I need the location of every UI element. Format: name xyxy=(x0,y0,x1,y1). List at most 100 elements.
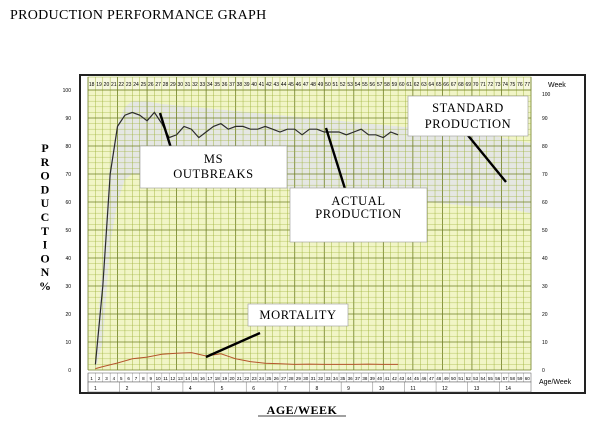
bottom-week-number: 24 xyxy=(259,376,265,381)
top-week-label: 62 xyxy=(414,82,420,88)
x-bottom-tick-label: 6 xyxy=(252,386,255,392)
top-week-label: 65 xyxy=(436,82,442,88)
bottom-week-number: 29 xyxy=(296,376,302,381)
actual-production-box xyxy=(289,187,428,243)
right-axis-bottom-label: Age/Week xyxy=(539,379,572,386)
top-week-label: 73 xyxy=(495,82,501,88)
y-tick-left: 30 xyxy=(65,284,71,290)
top-week-label: 29 xyxy=(170,82,176,88)
y-tick-right: 100 xyxy=(542,92,551,98)
bottom-week-number: 28 xyxy=(289,376,295,381)
top-week-label: 52 xyxy=(340,82,346,88)
top-week-label: 40 xyxy=(251,82,257,88)
top-week-label: 27 xyxy=(155,82,161,88)
bottom-week-number: 16 xyxy=(200,376,206,381)
bottom-week-number: 11 xyxy=(163,376,168,381)
y-axis-label-letter: R xyxy=(41,155,50,169)
y-tick-left: 60 xyxy=(65,200,71,206)
bottom-week-number: 58 xyxy=(510,376,516,381)
bottom-week-number: 40 xyxy=(377,376,383,381)
top-week-label: 58 xyxy=(384,82,390,88)
x-bottom-tick-label: 12 xyxy=(442,386,448,392)
bottom-week-number: 4 xyxy=(113,376,116,381)
bottom-week-number: 53 xyxy=(473,376,479,381)
top-week-label: 33 xyxy=(200,82,206,88)
bottom-week-number: 45 xyxy=(414,376,420,381)
bottom-week-number: 22 xyxy=(244,376,250,381)
bottom-week-number: 34 xyxy=(333,376,339,381)
actual-production-text: ACTUAL xyxy=(331,194,385,208)
top-week-label: 54 xyxy=(355,82,361,88)
bottom-week-number: 3 xyxy=(105,376,108,381)
mortality-box xyxy=(247,303,349,327)
ms-outbreaks-text: MS xyxy=(204,152,223,166)
bottom-week-number: 23 xyxy=(252,376,258,381)
standard-production-text: STANDARD xyxy=(432,101,504,115)
bottom-week-number: 44 xyxy=(407,376,413,381)
y-axis-label-letter: U xyxy=(41,196,50,210)
top-week-label: 48 xyxy=(310,82,316,88)
bottom-week-number: 15 xyxy=(193,376,199,381)
top-week-label: 41 xyxy=(259,82,265,88)
bottom-week-number: 47 xyxy=(429,376,435,381)
bottom-week-number: 1 xyxy=(90,376,93,381)
top-week-label: 59 xyxy=(392,82,398,88)
bottom-week-number: 26 xyxy=(274,376,280,381)
top-week-label: 21 xyxy=(111,82,117,88)
top-week-label: 53 xyxy=(347,82,353,88)
bottom-week-number: 21 xyxy=(237,376,243,381)
top-week-label: 77 xyxy=(525,82,531,88)
bottom-week-number: 33 xyxy=(325,376,331,381)
x-bottom-tick-label: 9 xyxy=(347,386,350,392)
top-week-label: 24 xyxy=(133,82,139,88)
top-week-label: 37 xyxy=(229,82,235,88)
bottom-week-number: 31 xyxy=(311,376,317,381)
mortality-line xyxy=(95,352,399,370)
y-tick-right: 40 xyxy=(542,256,548,262)
bottom-week-number: 46 xyxy=(421,376,427,381)
bottom-week-number: 14 xyxy=(185,376,191,381)
y-tick-right: 80 xyxy=(542,144,548,150)
bottom-week-number: 25 xyxy=(266,376,272,381)
x-bottom-tick-label: 1 xyxy=(94,386,97,392)
bottom-week-number: 52 xyxy=(466,376,472,381)
bottom-week-number: 2 xyxy=(98,376,101,381)
y-tick-right: 30 xyxy=(542,284,548,290)
x-bottom-tick-label: 2 xyxy=(126,386,129,392)
y-tick-left: 90 xyxy=(65,116,71,122)
top-week-label: 25 xyxy=(141,82,147,88)
x-bottom-tick-label: 13 xyxy=(474,386,480,392)
bottom-week-number: 12 xyxy=(170,376,176,381)
bottom-week-number: 59 xyxy=(517,376,523,381)
y-axis-label-letter: T xyxy=(41,224,49,238)
x-bottom-tick-label: 7 xyxy=(284,386,287,392)
top-week-label: 74 xyxy=(502,82,508,88)
bottom-week-number: 50 xyxy=(451,376,457,381)
top-week-label: 72 xyxy=(488,82,494,88)
top-week-label: 69 xyxy=(465,82,471,88)
bottom-week-number: 55 xyxy=(488,376,494,381)
page-title: PRODUCTION PERFORMANCE GRAPH xyxy=(10,8,267,23)
top-week-label: 18 xyxy=(89,82,95,88)
bottom-week-number: 37 xyxy=(355,376,361,381)
ms-outbreaks-text: OUTBREAKS xyxy=(173,167,253,181)
bottom-week-number: 17 xyxy=(207,376,213,381)
y-tick-right: 20 xyxy=(542,312,548,318)
bottom-week-number: 18 xyxy=(215,376,221,381)
top-week-label: 67 xyxy=(451,82,457,88)
y-axis-label-letter: C xyxy=(41,210,50,224)
top-week-label: 32 xyxy=(192,82,198,88)
x-bottom-tick-label: 4 xyxy=(189,386,192,392)
x-bottom-tick-label: 3 xyxy=(157,386,160,392)
y-axis-label-letter: N xyxy=(41,265,50,279)
top-week-label: 51 xyxy=(333,82,339,88)
bottom-week-number: 20 xyxy=(229,376,235,381)
x-axis-label: AGE/WEEK xyxy=(267,403,338,417)
top-week-label: 19 xyxy=(96,82,102,88)
top-week-label: 30 xyxy=(178,82,184,88)
bottom-week-number: 41 xyxy=(385,376,391,381)
top-week-label: 36 xyxy=(222,82,228,88)
ms-outbreaks-pointer xyxy=(158,112,173,149)
y-tick-right: 70 xyxy=(542,172,548,178)
